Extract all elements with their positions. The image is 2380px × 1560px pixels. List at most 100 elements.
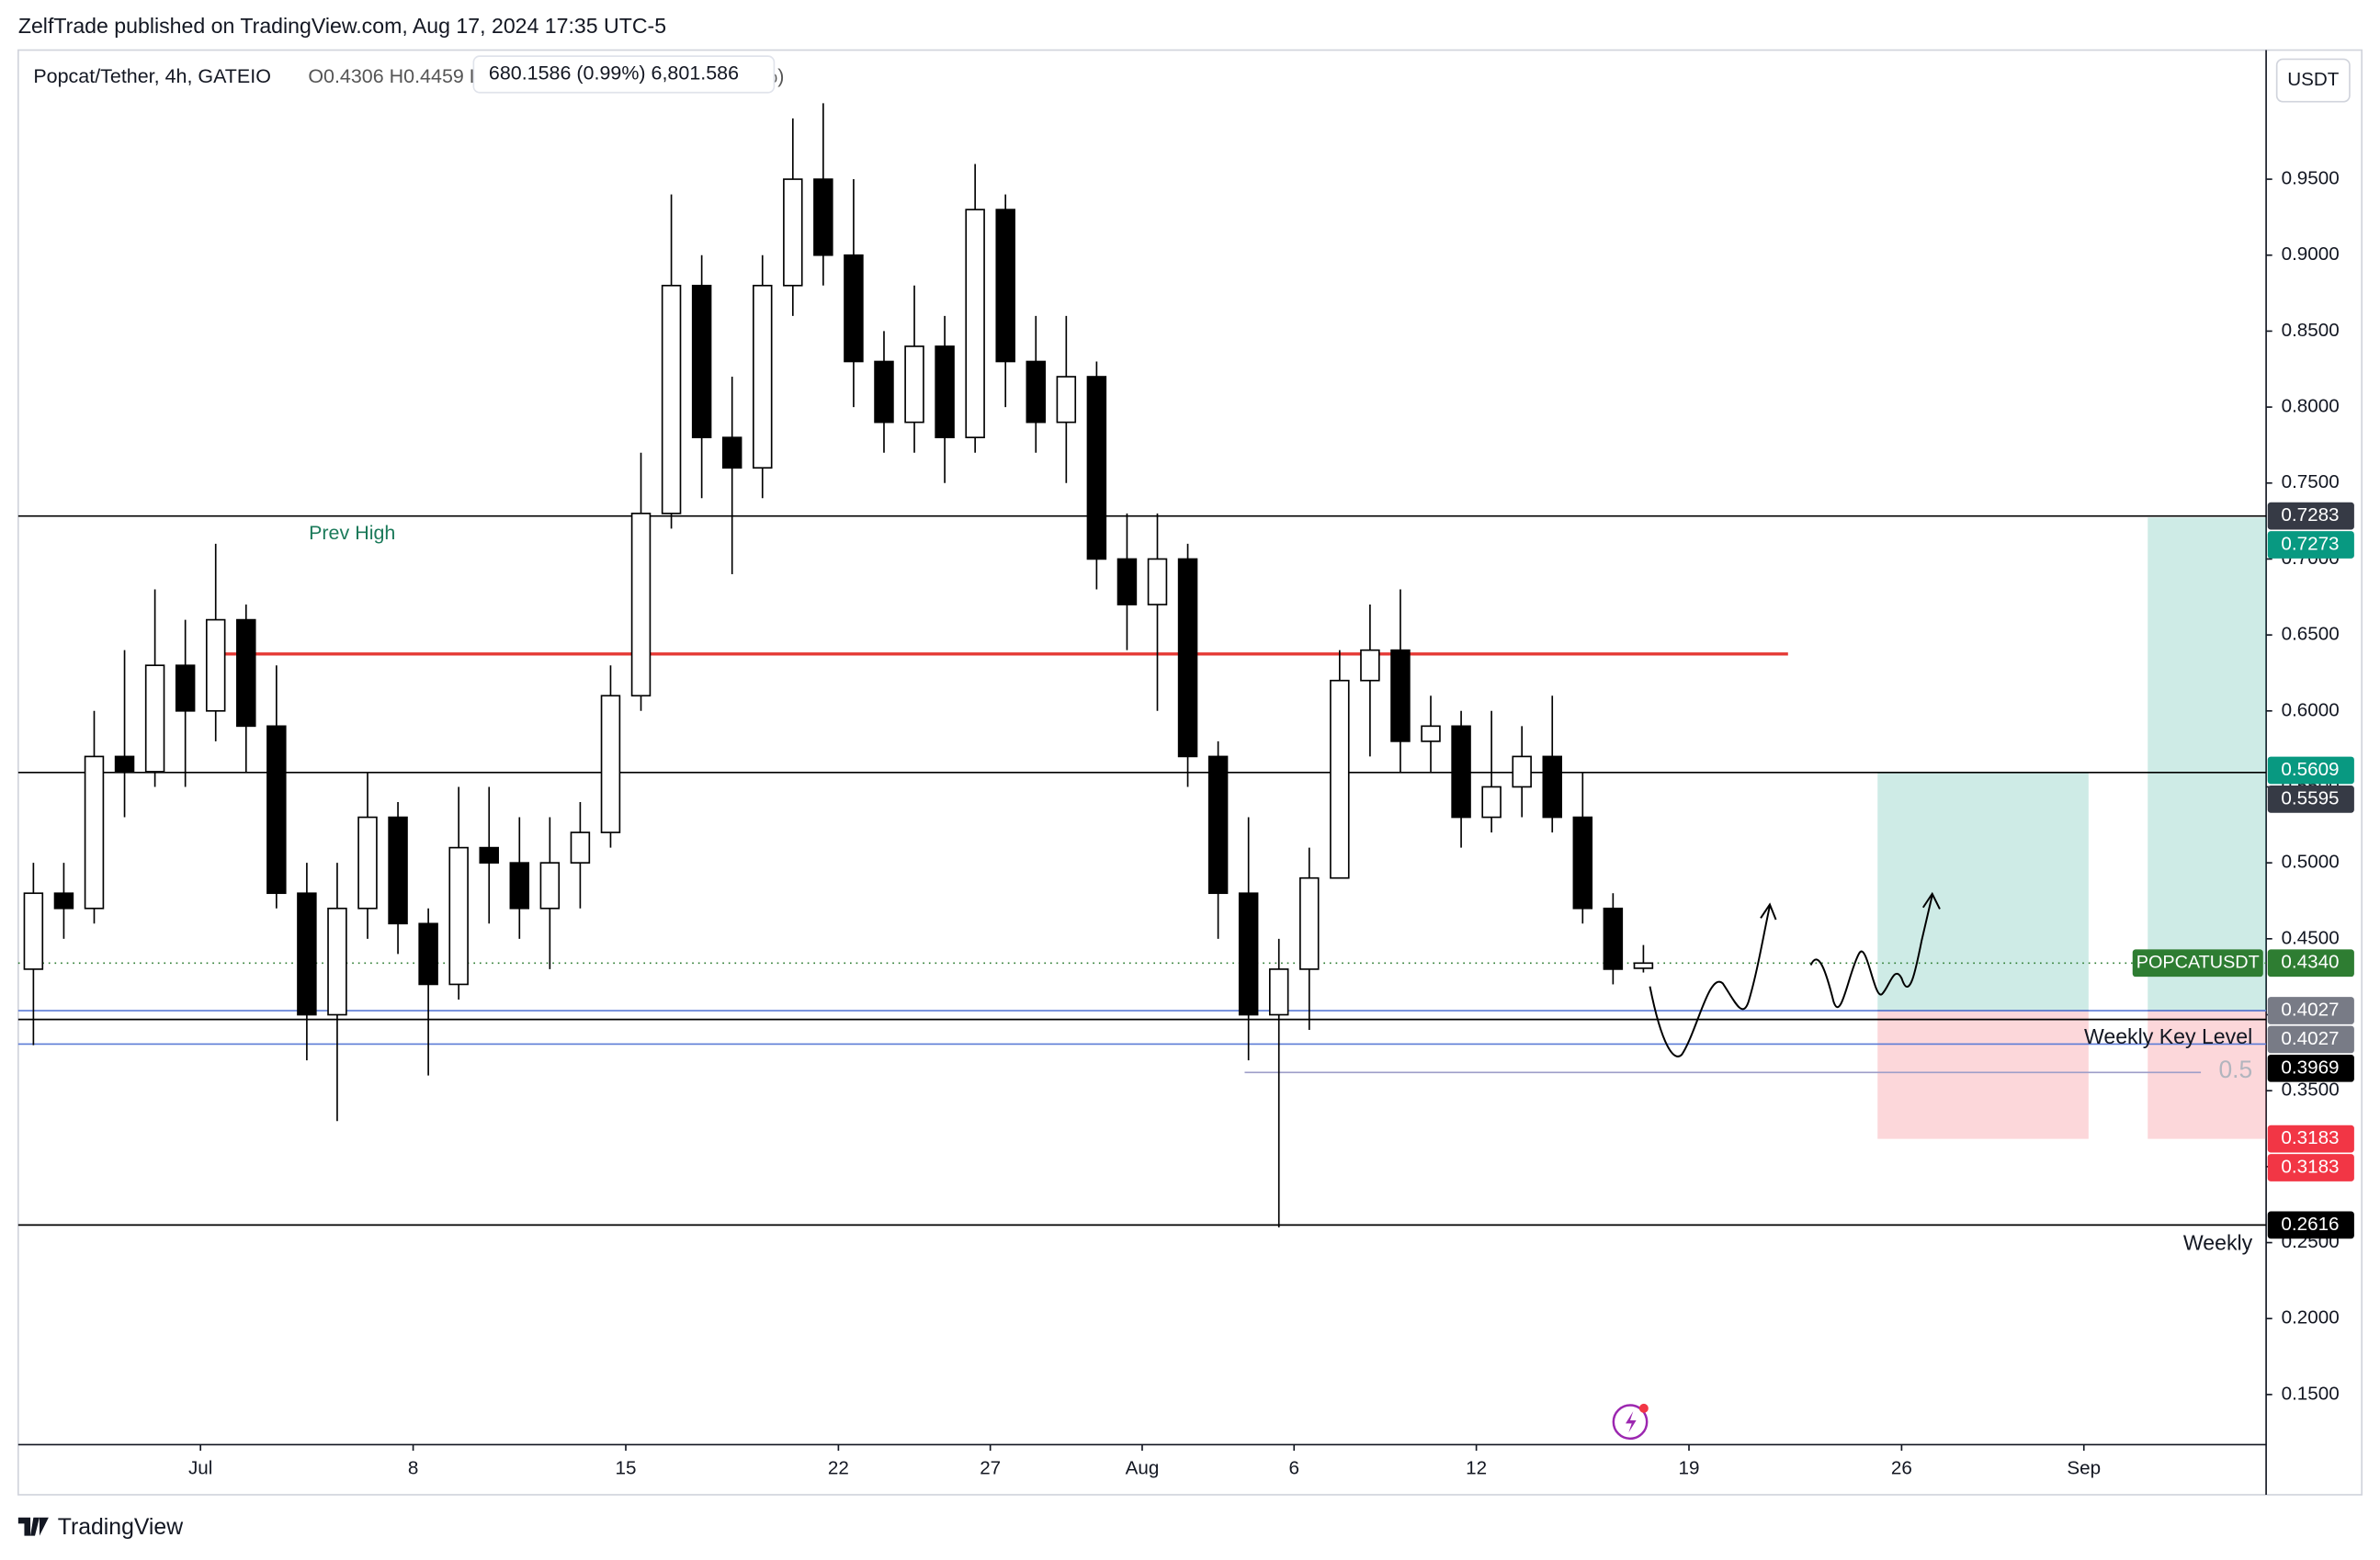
price-label-box: [2267, 1211, 2354, 1239]
y-tick-label: 0.6500: [2282, 624, 2340, 645]
x-tick-label: 15: [616, 1457, 637, 1478]
candle-body: [1026, 360, 1047, 424]
price-label-box: [2267, 949, 2354, 978]
candle-body: [539, 862, 561, 910]
candle-body: [874, 360, 894, 424]
y-tick-label: 0.5000: [2282, 852, 2340, 873]
price-label-box: [2267, 1025, 2354, 1054]
candle-body: [1238, 892, 1259, 1016]
price-label: 0.2616: [2281, 1214, 2339, 1235]
price-label-box: [2267, 756, 2354, 785]
candle-body: [1147, 558, 1168, 605]
candle-body: [1056, 376, 1077, 424]
y-tick-label: 0.4500: [2282, 927, 2340, 948]
x-tick-label: 27: [980, 1457, 1001, 1478]
candle-body: [418, 922, 438, 986]
price-label-box: [2267, 1054, 2354, 1082]
candle-body: [1207, 755, 1229, 895]
price-label-box: [2267, 502, 2354, 530]
candle-body: [205, 618, 226, 712]
candle-body: [630, 513, 652, 697]
currency: USDT: [2287, 69, 2340, 90]
tooltip-box: [472, 55, 776, 94]
x-tick-label: 6: [1289, 1457, 1299, 1478]
annotation: Prev High: [309, 522, 395, 544]
candle-body: [84, 755, 105, 910]
price-label: 0.3183: [2281, 1127, 2339, 1148]
candle-body: [1512, 755, 1532, 788]
candle-body: [1481, 786, 1502, 819]
loss-zone: [2148, 1011, 2267, 1139]
profit-zone: [2148, 517, 2267, 1012]
candle-body: [114, 755, 135, 773]
candle-body: [1299, 876, 1320, 970]
symbol-title: Popcat/Tether, 4h, GATEIO: [33, 65, 271, 87]
candle-body: [844, 254, 864, 363]
symbol-label-box: [2132, 949, 2263, 978]
loss-zone: [1877, 1011, 2089, 1139]
candle-body: [1542, 755, 1562, 819]
price-label-box: [2267, 997, 2354, 1024]
candle-body: [175, 664, 196, 712]
candle-body: [570, 831, 591, 864]
profit-zone: [1877, 772, 2089, 1012]
logo: TradingView: [17, 1515, 183, 1540]
x-tick-label: 22: [828, 1457, 849, 1478]
candle-body: [1390, 649, 1411, 742]
candle-body: [144, 664, 165, 773]
candle-body: [661, 284, 682, 514]
candle-body: [1330, 679, 1350, 879]
candle-body: [813, 178, 833, 256]
candle-body: [1633, 962, 1654, 969]
symbol-label: POPCATUSDT: [2136, 953, 2260, 973]
x-tick-label: Jul: [188, 1457, 212, 1478]
candle-body: [1360, 649, 1380, 682]
drawn-path: [1649, 891, 1941, 1057]
price-label: 0.3969: [2281, 1057, 2339, 1078]
candle-body: [23, 892, 44, 970]
x-tick-label: Aug: [1126, 1457, 1160, 1478]
price-label-box: [2267, 1125, 2354, 1153]
price-label-box: [2267, 785, 2354, 813]
candle-body: [753, 284, 773, 469]
candle-body: [1451, 725, 1471, 819]
candle-body: [297, 892, 317, 1016]
candle-body: [783, 178, 803, 287]
candle-body: [357, 816, 378, 910]
candle-body: [1177, 558, 1198, 758]
price-label: 0.4340: [2281, 952, 2339, 973]
candle-body: [509, 862, 530, 910]
candle-body: [1603, 907, 1624, 970]
price-label-box: [2267, 531, 2354, 559]
price-label: 0.4027: [2281, 1028, 2339, 1049]
price-label: 0.3183: [2281, 1156, 2339, 1177]
candle-body: [327, 907, 347, 1016]
annotation: 0.5: [2219, 1056, 2253, 1083]
price-label: 0.4027: [2281, 1000, 2339, 1021]
annotation: Weekly: [2183, 1231, 2253, 1255]
candle-body: [721, 436, 742, 469]
price-label-box: [2267, 1154, 2354, 1181]
price-label: 0.7273: [2281, 533, 2339, 554]
icon: [1612, 1403, 1649, 1441]
candle-body: [1116, 558, 1138, 605]
y-tick-label: 0.7500: [2282, 471, 2340, 492]
annotation: Weekly Key Level: [2084, 1024, 2252, 1048]
y-tick-label: 0.8000: [2282, 396, 2340, 417]
publisher: ZelfTrade published on TradingView.com, …: [18, 14, 666, 38]
candle-body: [1086, 376, 1107, 560]
y-tick-label: 0.9000: [2282, 243, 2340, 265]
price-label: 0.5609: [2281, 759, 2339, 780]
candle-body: [1572, 816, 1593, 910]
candle-body: [479, 846, 499, 864]
candle-body: [600, 695, 621, 833]
candle-body: [691, 284, 712, 438]
currency-box: [2275, 58, 2351, 103]
price-label: 0.7283: [2281, 504, 2339, 526]
x-tick-label: 26: [1891, 1457, 1912, 1478]
x-tick-label: 12: [1466, 1457, 1487, 1478]
tooltip: 680.1586 (0.99%) 6,801.586: [489, 62, 739, 85]
x-tick-label: 8: [408, 1457, 418, 1478]
